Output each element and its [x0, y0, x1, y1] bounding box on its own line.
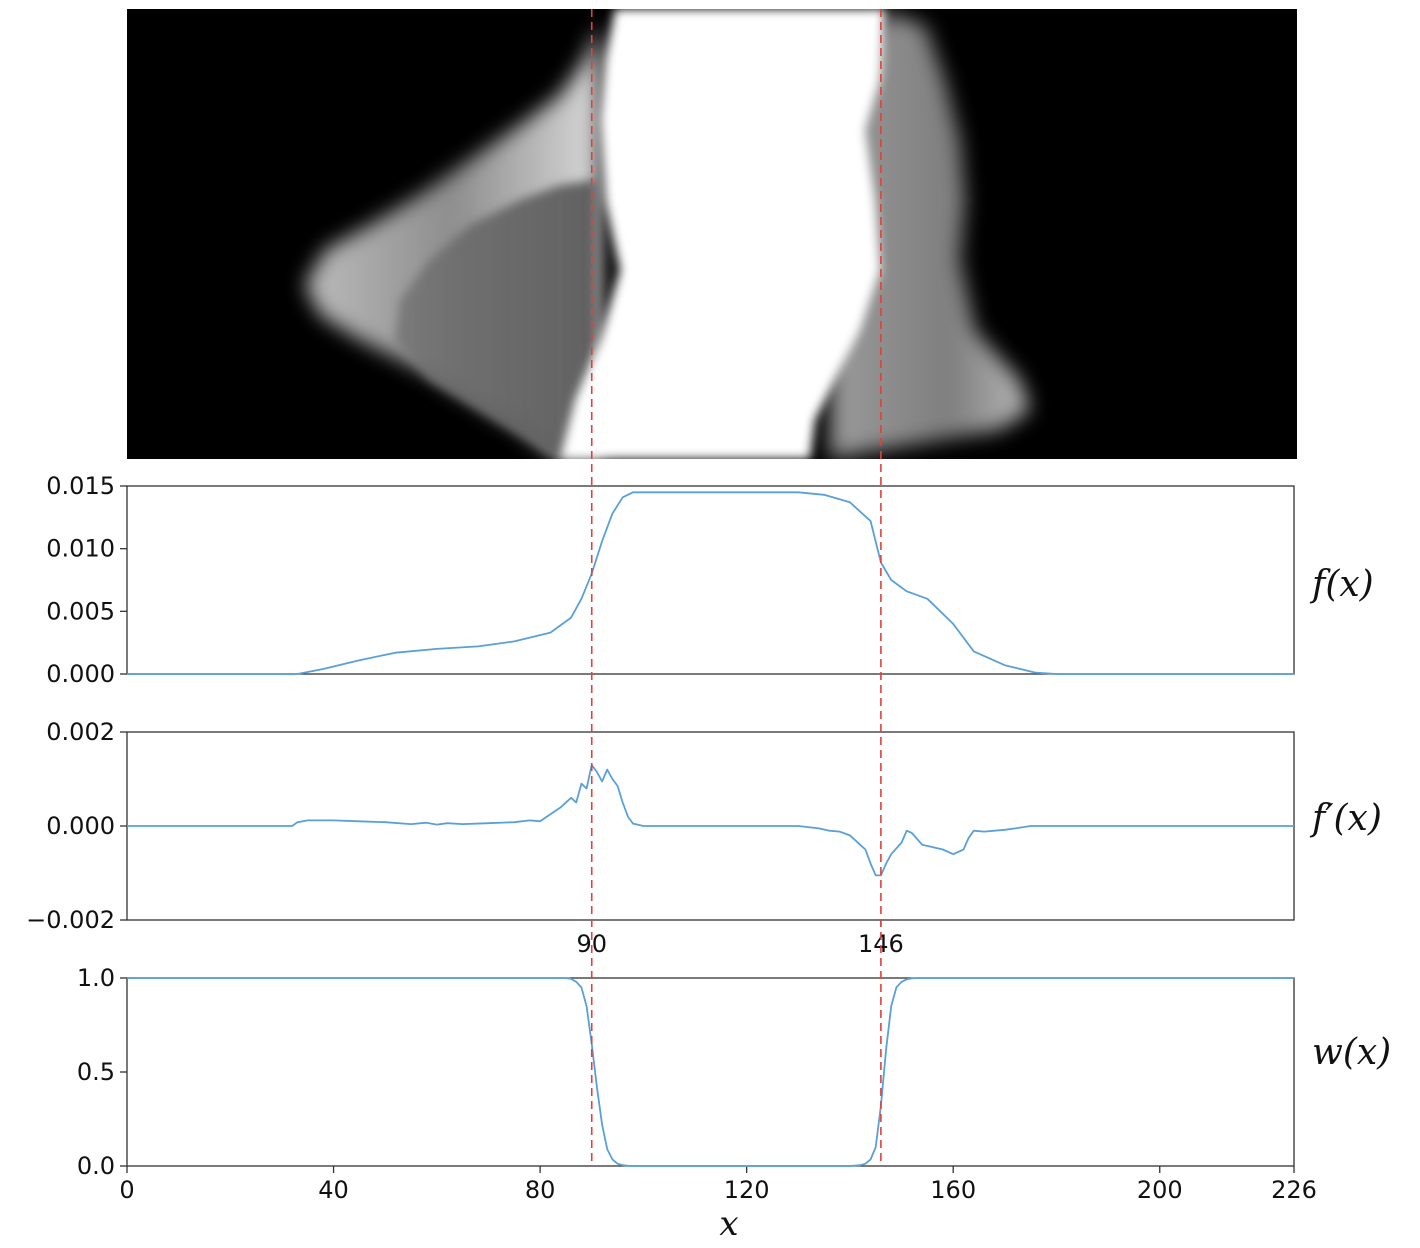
- panel-fprime-yticks: 0.002 0.000 −0.002: [26, 718, 127, 934]
- fprime-label: f′(x): [1309, 798, 1382, 839]
- panel-fprime-xticks: 90 146: [576, 920, 904, 958]
- w-label: w(x): [1312, 1032, 1391, 1073]
- depth-image-bright-band: [560, 9, 885, 459]
- marker-lines: [590, 9, 882, 1166]
- x-axis-title: x: [719, 1204, 738, 1244]
- f-series-line: [127, 491, 1294, 675]
- fp-ytick-label: 0.000: [46, 812, 115, 840]
- panel-w-frame: [126, 977, 1295, 1167]
- depth-image: [127, 9, 1297, 459]
- fp-ytick-label: −0.002: [26, 906, 115, 934]
- panel-f-frame: [126, 485, 1295, 675]
- depth-image-right-region: [830, 12, 1030, 459]
- panel-w-yticks: 1.0 0.5 0.0: [77, 964, 127, 1180]
- depth-image-left-inner: [395, 180, 596, 459]
- fp-ytick-label: 0.002: [46, 718, 115, 746]
- w-xtick-label: 0: [119, 1176, 134, 1204]
- panel-f: 0.015 0.010 0.005 0.000 f(x): [46, 472, 1373, 688]
- w-xtick-label: 120: [724, 1176, 770, 1204]
- w-ytick-label: 0.0: [77, 1152, 115, 1180]
- fprime-series-line: [127, 764, 1294, 877]
- f-ytick-label: 0.015: [46, 472, 115, 500]
- w-xtick-label: 200: [1137, 1176, 1183, 1204]
- f-ytick-label: 0.000: [46, 660, 115, 688]
- panel-fprime: 0.002 0.000 −0.002 90 146 f′(x): [26, 718, 1382, 958]
- f-label: f(x): [1309, 564, 1374, 605]
- f-ytick-label: 0.010: [46, 535, 115, 563]
- w-xtick-label: 226: [1271, 1176, 1317, 1204]
- w-xtick-label: 160: [930, 1176, 976, 1204]
- panel-w-xticks: 0 40 80 120 160 200 226: [119, 1166, 1317, 1204]
- panel-f-yticks: 0.015 0.010 0.005 0.000: [46, 472, 127, 688]
- panel-w: 1.0 0.5 0.0 0 40 80 120 160 200 226 w(x) x: [77, 964, 1391, 1244]
- w-xtick-label: 80: [525, 1176, 556, 1204]
- w-ytick-label: 1.0: [77, 964, 115, 992]
- w-ytick-label: 0.5: [77, 1058, 115, 1086]
- f-ytick-label: 0.005: [46, 597, 115, 625]
- w-xtick-label: 40: [318, 1176, 349, 1204]
- w-series-line: [127, 977, 1294, 1167]
